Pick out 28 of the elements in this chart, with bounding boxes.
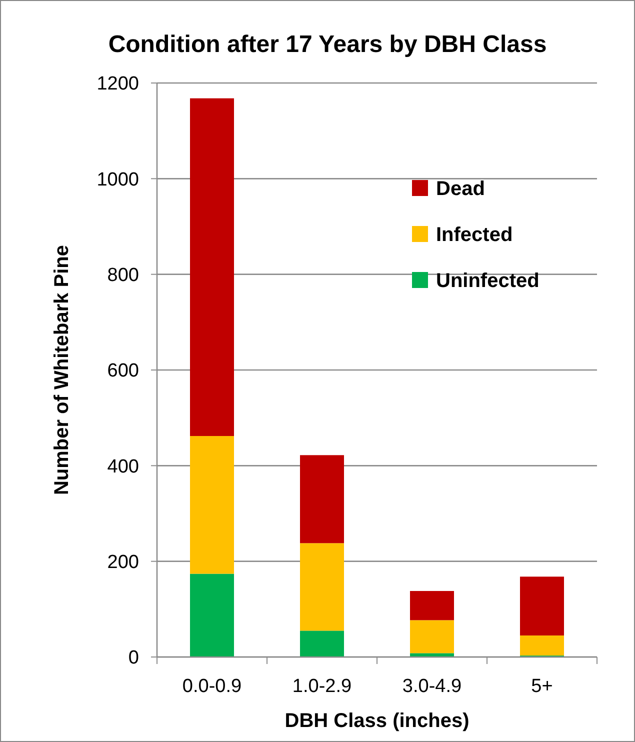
bar — [300, 543, 344, 631]
legend-label: Uninfected — [436, 270, 540, 292]
y-tick-label: 1200 — [96, 74, 139, 95]
x-tick-label: 5+ — [531, 676, 553, 697]
bar — [190, 98, 234, 436]
bar — [520, 576, 564, 636]
y-tick-label: 1000 — [96, 169, 139, 190]
legend-label: Infected — [436, 224, 513, 246]
legend-label: Dead — [436, 178, 485, 200]
y-tick-label: 0 — [128, 648, 139, 669]
y-axis-title: Number of Whitebark Pine — [51, 244, 73, 496]
bar — [520, 635, 564, 656]
y-tick-label: 800 — [107, 264, 139, 286]
x-axis-title: DBH Class (inches) — [284, 710, 470, 732]
bar — [410, 620, 454, 654]
bar — [190, 574, 234, 657]
y-tick-label: 200 — [107, 552, 139, 573]
x-tick-label: 3.0-4.9 — [402, 676, 462, 697]
x-tick-label: 1.0-2.9 — [292, 676, 352, 697]
y-tick-label: 400 — [107, 456, 139, 478]
bar — [410, 590, 454, 620]
x-tick-label: 0.0-0.9 — [182, 676, 242, 697]
bar — [410, 653, 454, 657]
bar — [300, 630, 344, 657]
bar — [190, 436, 234, 574]
bar — [300, 455, 344, 544]
chart-title: Condition after 17 Years by DBH Class — [108, 31, 547, 58]
y-tick-label: 600 — [107, 360, 139, 382]
